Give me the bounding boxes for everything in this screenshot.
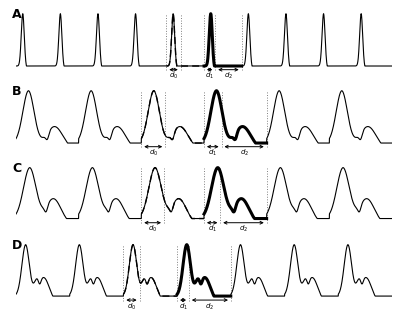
Text: $d_1$: $d_1$ — [208, 148, 217, 158]
Text: B: B — [12, 85, 22, 98]
Text: C: C — [12, 162, 21, 175]
Text: $d_2$: $d_2$ — [240, 148, 249, 158]
Text: D: D — [12, 239, 22, 252]
Text: $d_1$: $d_1$ — [205, 71, 214, 81]
Text: $d_1$: $d_1$ — [178, 301, 188, 312]
Text: $d_0$: $d_0$ — [127, 301, 136, 312]
Text: $d_2$: $d_2$ — [239, 224, 248, 234]
Text: A: A — [12, 8, 22, 21]
Text: $d_0$: $d_0$ — [148, 224, 157, 234]
Text: $d_0$: $d_0$ — [169, 71, 178, 81]
Text: $d_2$: $d_2$ — [224, 71, 233, 81]
Text: $d_1$: $d_1$ — [208, 224, 217, 234]
Text: $d_2$: $d_2$ — [205, 301, 214, 312]
Text: $d_0$: $d_0$ — [148, 148, 158, 158]
